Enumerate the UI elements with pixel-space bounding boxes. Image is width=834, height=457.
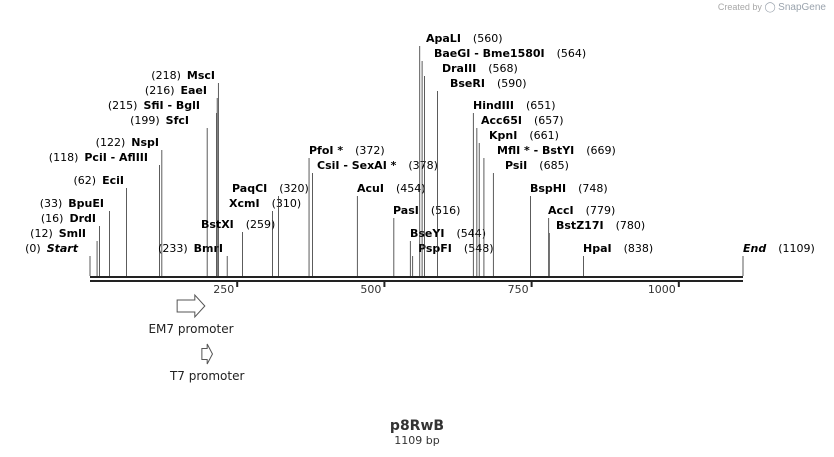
- site-position-psii: (685): [539, 159, 569, 172]
- site-position-pasi: (516): [431, 204, 461, 217]
- site-name-paqci[interactable]: PaqCI: [232, 182, 267, 195]
- site-position-sfii-bgli: (215): [108, 99, 138, 112]
- site-name-hindiii[interactable]: HindIII: [473, 99, 514, 112]
- site-position-draiii: (568): [488, 62, 518, 75]
- site-position-drdi: (16): [41, 212, 64, 225]
- site-name-draiii[interactable]: DraIII: [442, 62, 476, 75]
- site-name-ecii[interactable]: EciI: [102, 174, 124, 187]
- site-name-bpuei[interactable]: BpuEI: [68, 197, 104, 210]
- site-position-nspi: (122): [96, 136, 126, 149]
- site-name-pspfi[interactable]: PspFI: [418, 242, 452, 255]
- site-name-bstxi[interactable]: BstXI: [201, 218, 234, 231]
- site-name-bmri[interactable]: BmrI: [194, 242, 223, 255]
- axis-tick-label: 750: [508, 283, 529, 296]
- site-name-pasi[interactable]: PasI: [393, 204, 419, 217]
- site-position-pfoi: (372): [355, 144, 385, 157]
- site-position-acci: (779): [586, 204, 616, 217]
- site-position-bstxi: (259): [246, 218, 276, 231]
- site-name-sfii-bgli[interactable]: SfiI - BglI: [143, 99, 200, 112]
- site-name-bseyi[interactable]: BseYI: [410, 227, 444, 240]
- site-position-hpai: (838): [624, 242, 654, 255]
- site-name-bsphi[interactable]: BspHI: [530, 182, 566, 195]
- site-name-acci[interactable]: AccI: [548, 204, 574, 217]
- site-name-kpni[interactable]: KpnI: [489, 129, 517, 142]
- site-position-bpuei: (33): [40, 197, 63, 210]
- site-name-mfli-bstyi[interactable]: MflI * - BstYI: [497, 144, 574, 157]
- map-length: 1109 bp: [394, 434, 440, 447]
- site-name-hpai[interactable]: HpaI: [583, 242, 612, 255]
- site-name-pfoi[interactable]: PfoI *: [309, 144, 343, 157]
- site-position-ecii: (62): [74, 174, 97, 187]
- map-title: p8RwB: [389, 418, 445, 434]
- site-position-acui: (454): [396, 182, 426, 195]
- axis-tick-label: 250: [213, 283, 234, 296]
- site-name-acc65i[interactable]: Acc65I: [481, 114, 522, 127]
- site-position-eaei: (216): [145, 84, 175, 97]
- axis-tick-label: 1000: [648, 283, 676, 296]
- site-position-xcmi: (310): [272, 197, 302, 210]
- feature-arrow-t7-promoter[interactable]: [201, 343, 214, 365]
- site-name-msci[interactable]: MscI: [187, 69, 215, 82]
- site-position-sfci: (199): [130, 114, 160, 127]
- axis-tick-label: 500: [360, 283, 381, 296]
- site-name-start[interactable]: Start: [47, 242, 79, 255]
- site-position-pcii-afliii: (118): [49, 151, 79, 164]
- site-name-bstz17i[interactable]: BstZ17I: [556, 219, 604, 232]
- site-name-eaei[interactable]: EaeI: [181, 84, 208, 97]
- site-name-csii-sexai[interactable]: CsiI - SexAI *: [317, 159, 397, 172]
- site-name-apali[interactable]: ApaLI: [426, 32, 461, 45]
- snapgene-logo-icon: ◯: [764, 2, 776, 13]
- site-position-bseyi: (544): [456, 227, 486, 240]
- site-position-bseri: (590): [497, 77, 527, 90]
- branding: Created by ◯ SnapGene: [718, 2, 826, 13]
- site-position-end: (1109): [778, 242, 815, 255]
- site-position-bsphi: (748): [578, 182, 608, 195]
- site-position-baegi-bme1580i: (564): [557, 47, 587, 60]
- site-name-smli[interactable]: SmlI: [59, 227, 86, 240]
- site-position-paqci: (320): [279, 182, 309, 195]
- branding-prefix: Created by: [717, 2, 762, 12]
- site-name-end[interactable]: End: [743, 242, 766, 255]
- site-position-msci: (218): [151, 69, 181, 82]
- site-position-kpni: (661): [529, 129, 559, 142]
- site-position-acc65i: (657): [534, 114, 564, 127]
- site-name-xcmi[interactable]: XcmI: [229, 197, 260, 210]
- site-name-pcii-afliii[interactable]: PciI - AflIII: [84, 151, 148, 164]
- site-position-csii-sexai: (378): [408, 159, 438, 172]
- site-name-psii[interactable]: PsiI: [505, 159, 527, 172]
- site-name-sfci[interactable]: SfcI: [166, 114, 189, 127]
- site-position-smli: (12): [30, 227, 53, 240]
- branding-name: SnapGene: [778, 2, 826, 13]
- site-position-mfli-bstyi: (669): [586, 144, 616, 157]
- site-position-hindiii: (651): [526, 99, 556, 112]
- site-position-bmri: (233): [158, 242, 188, 255]
- feature-label-t7-promoter: T7 promoter: [169, 369, 245, 383]
- feature-label-em7-promoter: EM7 promoter: [148, 322, 233, 336]
- site-position-pspfi: (548): [464, 242, 494, 255]
- site-name-nspi[interactable]: NspI: [131, 136, 159, 149]
- site-name-acui[interactable]: AcuI: [357, 182, 384, 195]
- site-position-start: (0): [25, 242, 41, 255]
- site-position-apali: (560): [473, 32, 503, 45]
- site-name-drdi[interactable]: DrdI: [69, 212, 96, 225]
- site-name-bseri[interactable]: BseRI: [450, 77, 485, 90]
- site-name-baegi-bme1580i[interactable]: BaeGI - Bme1580I: [434, 47, 545, 60]
- site-position-bstz17i: (780): [616, 219, 646, 232]
- feature-arrow-em7-promoter[interactable]: [176, 293, 206, 319]
